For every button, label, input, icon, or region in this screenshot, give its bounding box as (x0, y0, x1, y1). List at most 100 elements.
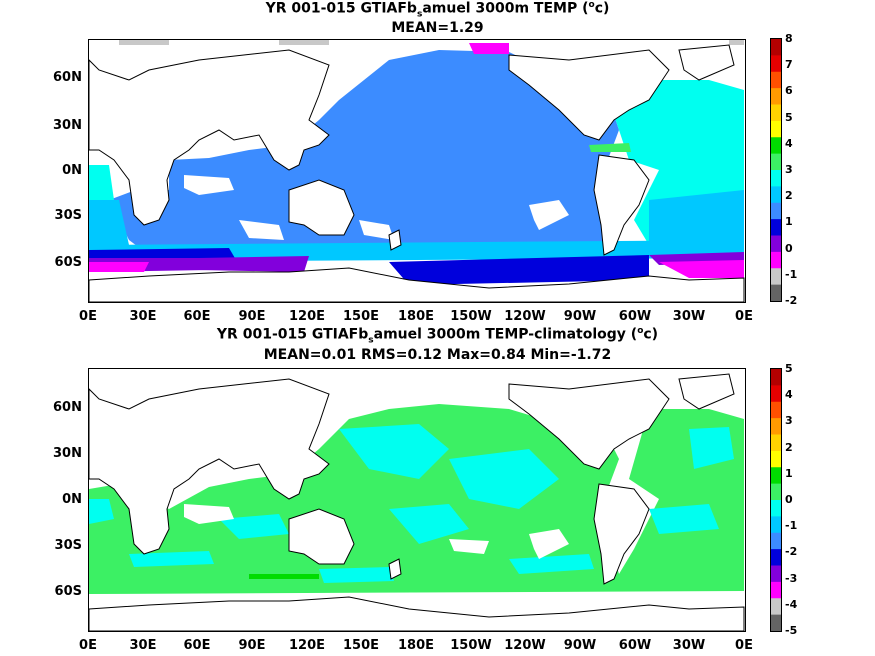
colorbar-swatch (771, 598, 781, 616)
panel1-field (89, 40, 744, 285)
colorbar-swatch (771, 137, 781, 155)
colorbar-tick-label: -1 (785, 519, 798, 533)
colorbar-tick-label: 3 (785, 163, 793, 176)
colorbar-swatch (771, 268, 781, 286)
colorbar-tick-label: 4 (785, 136, 793, 150)
colorbar-tick-label: -3 (785, 571, 798, 585)
colorbar-swatch (771, 104, 781, 122)
colorbar-swatch (771, 450, 781, 468)
lon-label: 150E (342, 638, 380, 653)
panel1-map (88, 39, 746, 303)
lon-label: 90E (238, 638, 266, 653)
colorbar-swatch (771, 170, 781, 187)
colorbar-tick-label: 5 (785, 362, 793, 375)
panel1-colorbar-swatches (771, 39, 781, 301)
colorbar-swatch (771, 284, 781, 301)
colorbar-swatch (771, 251, 781, 269)
colorbar-tick-label: 5 (785, 110, 793, 124)
lon-label: 0E (735, 309, 753, 324)
colorbar-swatch (771, 500, 781, 517)
colorbar-swatch (771, 434, 781, 452)
colorbar-swatch (771, 219, 781, 237)
lon-label: 90E (238, 309, 266, 324)
lon-label: 30E (129, 309, 157, 324)
lon-label: 120E (288, 638, 326, 653)
panel2-title: YR 001-015 GTIAFbsamuel 3000m TEMP-clima… (216, 326, 659, 346)
lon-label: 180E (397, 309, 435, 324)
colorbar-swatch (771, 71, 781, 89)
lon-label: 150W (450, 309, 492, 324)
lat-label-60s: 60S (54, 255, 82, 270)
lon-label: 90W (563, 638, 597, 653)
lon-label: 60W (618, 638, 652, 653)
colorbar-tick-label: -5 (785, 624, 798, 637)
colorbar-swatch (771, 549, 781, 567)
panel2-map (88, 368, 746, 632)
colorbar-swatch (771, 120, 781, 138)
lon-label: 60W (618, 309, 652, 324)
colorbar-tick-label: 6 (785, 84, 793, 98)
colorbar-swatch (771, 202, 781, 220)
colorbar-tick-label: 8 (785, 32, 793, 45)
lon-label: 180E (397, 638, 435, 653)
lat-label-60n: 60N (53, 400, 82, 415)
panel1-stats: MEAN=1.29 (391, 20, 484, 36)
colorbar-swatch (771, 55, 781, 73)
lon-label: 120W (504, 309, 546, 324)
colorbar-tick-label: -1 (785, 267, 798, 281)
lon-label: 90W (563, 309, 597, 324)
lon-label: 60E (183, 638, 211, 653)
lat-label-30n: 30N (53, 446, 82, 461)
panel1-title: YR 001-015 GTIAFbsamuel 3000m TEMP (oc) (265, 0, 610, 20)
panel2-stats: MEAN=0.01 RMS=0.12 Max=0.84 Min=-1.72 (263, 347, 612, 363)
colorbar-swatch (771, 467, 781, 485)
lon-label: 30W (672, 638, 706, 653)
colorbar-tick-label: 0 (785, 241, 793, 255)
colorbar-swatch (771, 401, 781, 419)
lon-label: 0E (79, 638, 97, 653)
colorbar-tick-label: 2 (785, 189, 793, 203)
colorbar-swatch (771, 235, 781, 253)
lat-label-60n: 60N (53, 70, 82, 85)
lon-label: 30W (672, 309, 706, 324)
colorbar-tick-label: 0 (785, 493, 793, 506)
lon-label: 0E (79, 309, 97, 324)
colorbar-tick-label: 1 (785, 466, 793, 480)
lon-label: 150E (342, 309, 380, 324)
colorbar-tick-label: -2 (785, 545, 798, 559)
lon-label: 150W (450, 638, 492, 653)
lon-label: 120W (504, 638, 546, 653)
colorbar-tick-label: -4 (785, 597, 798, 611)
colorbar-tick-label: 4 (785, 388, 793, 402)
colorbar-swatch (771, 565, 781, 583)
colorbar-swatch (771, 532, 781, 550)
colorbar-tick-label: -2 (785, 294, 798, 307)
lon-label: 30E (129, 638, 157, 653)
lat-label-60s: 60S (54, 584, 82, 599)
lat-label-0n: 0N (62, 163, 82, 178)
colorbar-swatch (771, 153, 781, 171)
lat-label-30s: 30S (54, 208, 82, 223)
lon-label: 120E (288, 309, 326, 324)
colorbar-tick-label: 2 (785, 440, 793, 454)
panel1-colorbar (770, 38, 782, 302)
lon-label: 0E (735, 638, 753, 653)
panel2-colorbar (770, 368, 782, 632)
colorbar-tick-label: 7 (785, 58, 793, 72)
colorbar-tick-label: 3 (785, 414, 793, 428)
colorbar-swatch (771, 614, 781, 631)
colorbar-swatch (771, 186, 781, 204)
lon-label: 60E (183, 309, 211, 324)
colorbar-swatch (771, 418, 781, 436)
panel2-colorbar-swatches (771, 369, 781, 631)
colorbar-swatch (771, 385, 781, 403)
colorbar-swatch (771, 369, 781, 386)
colorbar-swatch (771, 39, 781, 56)
colorbar-tick-label: 1 (785, 215, 793, 229)
colorbar-swatch (771, 581, 781, 599)
lat-label-30n: 30N (53, 118, 82, 133)
colorbar-swatch (771, 516, 781, 534)
lat-label-0n: 0N (62, 492, 82, 507)
colorbar-swatch (771, 483, 781, 501)
lat-label-30s: 30S (54, 538, 82, 553)
